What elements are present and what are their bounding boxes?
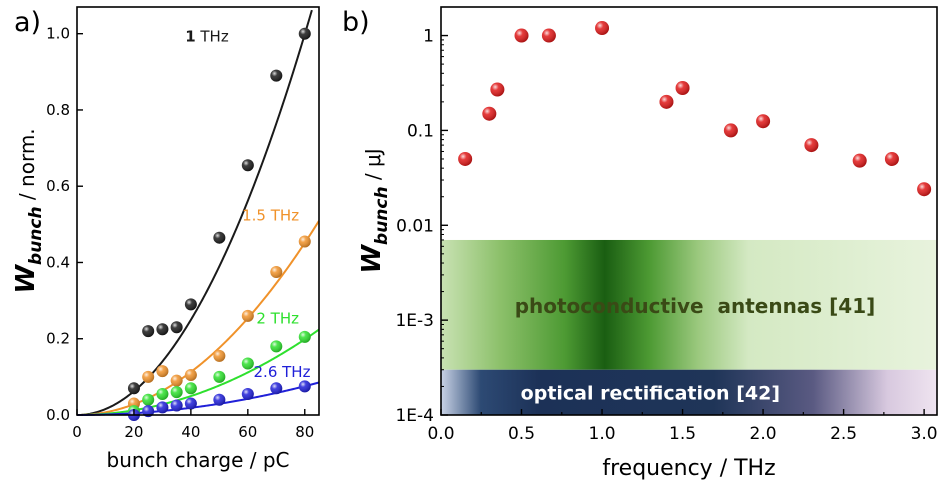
data-point [852,153,867,168]
chart-a-xtick-label: 60 [238,423,257,441]
data-point [241,357,254,370]
chart-b-xtick-label: 2.5 [830,424,857,444]
data-point [514,28,529,43]
chart-b-xtick-label: 1.0 [589,424,616,444]
series-label: 2.6 THz [254,363,311,381]
chart-a-ytick-label: 0.6 [46,177,70,195]
chart-a-xtick-label: 20 [124,423,143,441]
data-point [490,82,505,97]
chart-a-ylabel: Wbunch / norm. [11,128,46,293]
data-point [595,21,610,36]
data-point [170,386,183,399]
data-point [213,370,226,383]
data-point [184,368,197,381]
panel-label-b: b) [342,7,370,38]
data-point [723,123,738,138]
chart-a-ytick-label: 0.2 [46,330,70,348]
chart-b: photoconductive antennas [41] optical re… [357,6,938,481]
data-point [298,330,311,343]
data-point [142,370,155,383]
chart-a-ytick-label: 0.0 [46,406,70,424]
chart-b-xtick-label: 0.5 [508,424,535,444]
chart-a: 0 20 40 60 80 0.0 0.2 0.4 0.6 0.8 1.0 1 THz 1.5 THz… [11,6,320,472]
data-point [142,405,155,418]
chart-a-xlabel: bunch charge / pC [107,448,290,472]
data-point [917,182,932,197]
data-point [127,382,140,395]
chart-a-ytick-label: 1.0 [46,25,70,43]
fit-curve [76,220,320,416]
data-point [298,380,311,393]
chart-a-ytick-label: 0.4 [46,253,70,271]
data-point [184,298,197,311]
data-point [270,266,283,279]
band-photoconductive-antennas-label: photoconductive antennas [41] [515,294,876,318]
chart-b-xtick-label: 0.0 [427,424,454,444]
chart-b-ylabel-rest: / μJ [361,148,385,186]
data-point [270,382,283,395]
chart-b-frame [440,6,938,416]
fit-curve [77,328,320,416]
data-point [156,365,169,378]
data-point [241,309,254,322]
data-point [142,393,155,406]
chart-a-ylabel-main: W [11,264,41,294]
data-point [298,27,311,40]
series-label: 1 THz [185,27,229,45]
band-optical-rectification [441,369,937,415]
chart-b-ytick-label: 0.1 [407,121,434,141]
data-point [675,80,690,95]
data-point [170,374,183,387]
chart-a-ytick-label: 0.8 [46,101,70,119]
chart-b-ytick-label: 1E-3 [395,311,434,331]
chart-b-ytick-label: 1E-4 [395,406,434,426]
data-point [884,151,899,166]
data-point [156,388,169,401]
data-point [541,28,556,43]
data-point [213,231,226,244]
chart-a-ylabel-rest: / norm. [15,128,39,206]
chart-b-xtick-label: 1.5 [669,424,696,444]
data-point [756,114,771,129]
chart-a-ylabel-sub: bunch [26,206,46,265]
chart-a-frame [76,6,320,416]
data-point [298,235,311,248]
chart-b-xlabel: frequency / THz [602,456,775,481]
panel-label-a: a) [14,7,41,38]
data-point [156,323,169,336]
data-point [482,106,497,121]
data-point [156,401,169,414]
chart-a-xtick-label: 0 [72,423,82,441]
chart-b-xtick-label: 2.0 [750,424,777,444]
chart-b-ylabel-main: W [357,244,387,274]
data-point [213,393,226,406]
data-point [142,325,155,338]
chart-a-xtick-label: 80 [295,423,314,441]
fit-curve [76,9,313,416]
data-point [458,151,473,166]
chart-b-ylabel-sub: bunch [372,186,392,245]
series-label: 2 THz [256,309,299,327]
data-point [184,397,197,410]
data-point [270,340,283,353]
data-point [213,349,226,362]
data-point [170,399,183,412]
band-photoconductive-antennas [441,239,937,370]
data-point [241,388,254,401]
chart-b-ylabel: Wbunch / μJ [357,148,392,273]
data-point [270,69,283,82]
band-optical-rectification-label: optical rectification [42] [521,382,780,404]
series-label: 1.5 THz [242,207,299,225]
data-point [170,321,183,334]
data-point [184,382,197,395]
chart-b-ytick-label: 0.01 [396,216,434,236]
chart-b-ytick-label: 1 [423,27,434,47]
data-point [804,138,819,153]
chart-a-xtick-label: 40 [181,423,200,441]
data-point [659,94,674,109]
chart-b-xtick-label: 3.0 [911,424,938,444]
data-point [241,159,254,172]
